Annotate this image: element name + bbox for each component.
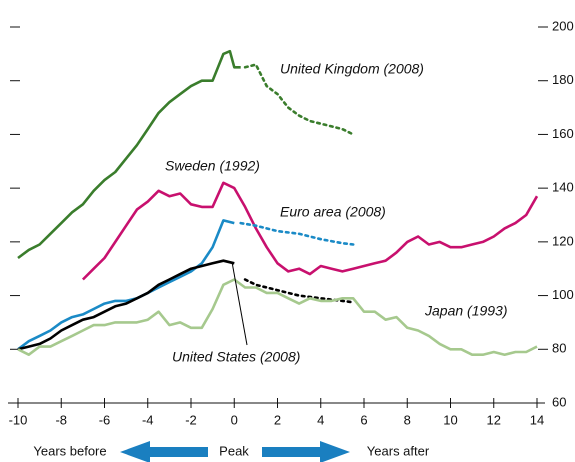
series-line: [81, 181, 539, 281]
footer-center: Peak: [219, 443, 249, 458]
x-tick-label: 0: [231, 412, 238, 427]
x-tick-label: 4: [317, 412, 324, 427]
series-label: United States (2008): [172, 349, 300, 365]
pointer: [231, 261, 248, 346]
x-tick-label: 10: [443, 412, 457, 427]
y-tick-label: 160: [552, 126, 574, 141]
series-line: [17, 259, 235, 351]
x-tick-label: 6: [360, 412, 367, 427]
y-tick-label: 60: [552, 394, 566, 409]
x-tick-label: -2: [185, 412, 197, 427]
x-tick-label: -4: [142, 412, 154, 427]
footer-left: Years before: [33, 443, 106, 458]
series-label: Sweden (1992): [165, 158, 260, 174]
series-line: [17, 219, 235, 351]
x-tick-label: 2: [274, 412, 281, 427]
y-tick-label: 100: [552, 287, 574, 302]
projection-line: [243, 63, 355, 136]
series-label: Euro area (2008): [280, 204, 386, 220]
y-tick-label: 180: [552, 72, 574, 87]
footer-right: Years after: [367, 443, 430, 458]
series-label: Japan (1993): [424, 303, 508, 319]
x-tick-label: -8: [55, 412, 67, 427]
arrow-left: [120, 441, 208, 462]
x-tick-label: 8: [404, 412, 411, 427]
series-label: United Kingdom (2008): [280, 61, 424, 77]
x-tick-label: -10: [9, 412, 28, 427]
y-tick-label: 140: [552, 180, 574, 195]
projection-line: [243, 278, 355, 304]
projection-line: [239, 221, 355, 246]
y-tick-label: 120: [552, 233, 574, 248]
x-tick-label: 12: [487, 412, 501, 427]
series-line: [17, 49, 241, 260]
series-line: [17, 278, 538, 356]
x-tick-label: 14: [530, 412, 544, 427]
arrow-right: [262, 441, 350, 462]
x-tick-label: -6: [99, 412, 111, 427]
y-tick-label: 200: [552, 18, 574, 33]
y-tick-label: 80: [552, 341, 566, 356]
